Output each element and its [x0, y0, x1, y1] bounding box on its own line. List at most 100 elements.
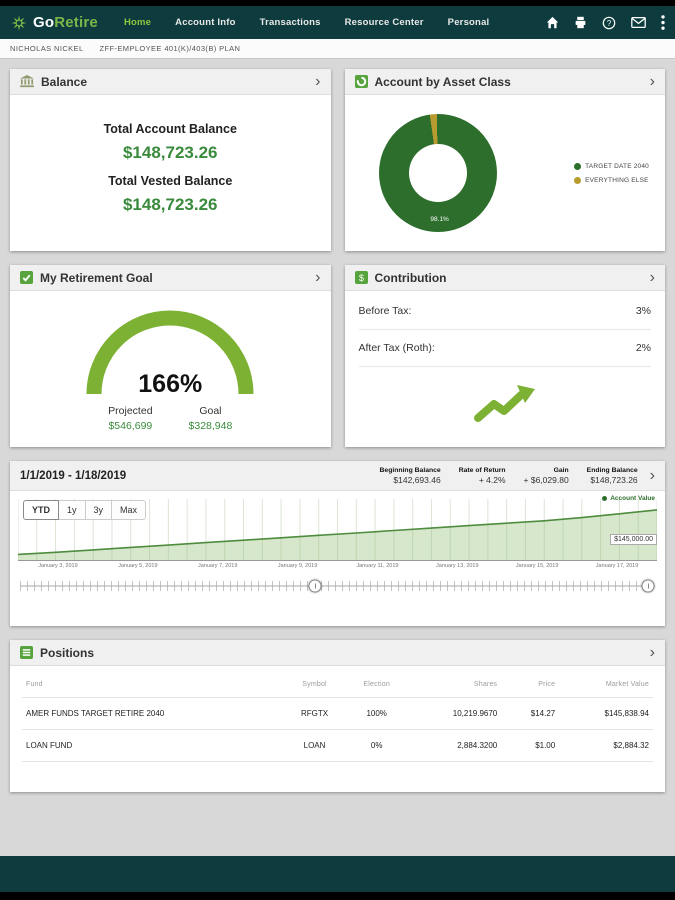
before-tax-value: 3% [635, 305, 651, 317]
list-icon [20, 646, 33, 659]
brush-track[interactable] [20, 581, 655, 591]
performance-card: 1/1/2019 - 1/18/2019 Beginning Balance $… [10, 461, 665, 626]
kebab-menu-icon[interactable] [661, 15, 665, 30]
x-axis-label: January 15, 2019 [515, 563, 559, 569]
device-bottom-bar [0, 892, 675, 900]
home-icon[interactable] [546, 16, 559, 29]
column-header-shares: Shares [473, 681, 498, 688]
nav-item-resource-center[interactable]: Resource Center [344, 17, 424, 28]
main-nav: Home Account Info Transactions Resource … [124, 17, 546, 28]
market-value-cell: $2,884.32 [559, 729, 653, 762]
balance-card-body: Total Account Balance $148,723.26 Total … [10, 95, 331, 215]
balance-card-title: Balance [41, 74, 88, 89]
range-button-3y[interactable]: 3y [84, 500, 113, 520]
donut-percent-label: 98.1% [430, 216, 449, 223]
dollar-icon: $ [354, 271, 368, 284]
goal-value: $328,948 [188, 420, 233, 432]
help-icon[interactable]: ? [602, 16, 616, 30]
svg-text:?: ? [607, 18, 612, 27]
legend-item: TARGET DATE 2040 [574, 162, 649, 170]
asset-class-legend: TARGET DATE 2040 EVERYTHING ELSE [574, 162, 649, 184]
symbol-cell: RFGTX [283, 697, 346, 730]
nav-item-home[interactable]: Home [123, 17, 152, 28]
stat-value: $148,723.26 [590, 474, 638, 485]
header-icons: ? [546, 15, 665, 30]
stat-label: Beginning Balance [379, 466, 441, 474]
print-icon[interactable] [574, 16, 587, 29]
election-cell: 0% [345, 729, 408, 762]
chevron-right-icon: › [649, 72, 655, 90]
shares-cell: 2,884.3200 [407, 729, 502, 762]
range-button-max[interactable]: Max [111, 500, 147, 520]
x-axis-labels: January 3, 2019 January 5, 2019 January … [18, 563, 657, 569]
legend-dot-everything-else [574, 176, 582, 184]
goretire-logo[interactable]: GoRetire [10, 14, 98, 32]
chevron-right-icon: › [649, 643, 655, 661]
mail-icon[interactable] [631, 17, 646, 28]
contribution-card: $ Contribution › Before Tax: 3% After Ta… [344, 265, 665, 447]
contribution-row: After Tax (Roth): 2% [358, 330, 651, 367]
total-account-balance-label: Total Account Balance [103, 122, 237, 136]
chevron-right-icon: › [649, 268, 655, 286]
range-button-ytd[interactable]: YTD [23, 500, 59, 520]
goal-percent-value: 166% [138, 370, 203, 398]
projected-stat: Projected $546,699 [108, 405, 152, 432]
beginning-balance-stat: Beginning Balance $142,693.46 [380, 467, 441, 485]
contribution-card-header[interactable]: $ Contribution › [344, 265, 665, 291]
stat-label: Rate of Return [458, 466, 506, 474]
election-cell: 100% [345, 697, 408, 730]
trending-up-arrow-icon [473, 385, 535, 422]
positions-table-wrap: Fund Symbol Election Shares Price Market… [10, 666, 665, 792]
balance-card-header[interactable]: Balance › [10, 69, 331, 95]
y-axis-value-label: $145,000.00 [610, 533, 657, 545]
projected-label: Projected [108, 405, 153, 417]
contribution-card-title: Contribution [374, 270, 447, 285]
user-name: NICHOLAS NICKEL [10, 44, 84, 53]
asset-class-card-header[interactable]: Account by Asset Class › [344, 69, 665, 95]
retirement-goal-card-header[interactable]: My Retirement Goal › [10, 265, 331, 291]
donut-hole [408, 144, 467, 202]
table-row: LOAN FUND LOAN 0% 2,884.3200 $1.00 $2,88… [22, 729, 653, 762]
chevron-right-icon: › [315, 268, 321, 286]
x-axis-label: January 9, 2019 [277, 563, 318, 569]
rate-of-return-stat: Rate of Return + 4.2% [459, 467, 506, 485]
price-cell: $14.27 [501, 697, 560, 730]
asset-class-donut-chart[interactable]: 98.1% [378, 114, 497, 232]
gain-stat: Gain + $6,029.80 [524, 467, 569, 485]
goal-stats: Projected $546,699 Goal $328,948 [10, 405, 331, 432]
x-axis-label: January 3, 2019 [38, 563, 78, 569]
chart-legend: Account Value [602, 495, 655, 502]
stat-value: $142,693.46 [393, 474, 441, 485]
column-header-fund: Fund [26, 681, 43, 688]
range-button-1y[interactable]: 1y [58, 500, 86, 520]
performance-stats: Beginning Balance $142,693.46 Rate of Re… [380, 467, 638, 485]
goal-stat: Goal $328,948 [189, 405, 233, 432]
market-value-cell: $145,838.94 [559, 697, 653, 730]
nav-item-personal[interactable]: Personal [447, 17, 490, 28]
logo-text-retire: Retire [54, 14, 98, 31]
device-top-bar [0, 0, 675, 6]
column-header-election: Election [363, 681, 390, 688]
bank-icon [20, 75, 34, 88]
positions-card: Positions › Fund Symbol Election Shares … [10, 640, 665, 792]
brush-handle-left[interactable] [308, 579, 322, 593]
after-tax-value: 2% [635, 342, 651, 354]
goretire-logo-icon [11, 15, 27, 30]
performance-card-header[interactable]: 1/1/2019 - 1/18/2019 Beginning Balance $… [10, 461, 665, 491]
goal-gauge-chart: 166% [80, 304, 260, 398]
nav-item-account-info[interactable]: Account Info [175, 17, 236, 28]
brush-handle-right[interactable] [641, 579, 655, 593]
table-row: AMER FUNDS TARGET RETIRE 2040 RFGTX 100%… [22, 697, 653, 730]
legend-label: TARGET DATE 2040 [585, 162, 649, 170]
positions-card-header[interactable]: Positions › [10, 640, 665, 666]
nav-item-transactions[interactable]: Transactions [259, 17, 321, 28]
app-header: GoRetire Home Account Info Transactions … [0, 6, 675, 39]
total-vested-balance-label: Total Vested Balance [108, 174, 233, 188]
chart-range-brush [20, 576, 655, 596]
x-axis-label: January 17, 2019 [595, 563, 639, 569]
performance-chart-body: YTD 1y 3y Max Account Value $145,000.00 … [10, 491, 665, 626]
balance-card: Balance › Total Account Balance $148,723… [10, 69, 331, 251]
asset-class-card-body: 98.1% TARGET DATE 2040 EVERYTHING ELSE [345, 95, 666, 251]
footer-band [0, 856, 675, 892]
plan-name: ZFF-EMPLOYEE 401(K)/403(B) PLAN [99, 44, 241, 53]
